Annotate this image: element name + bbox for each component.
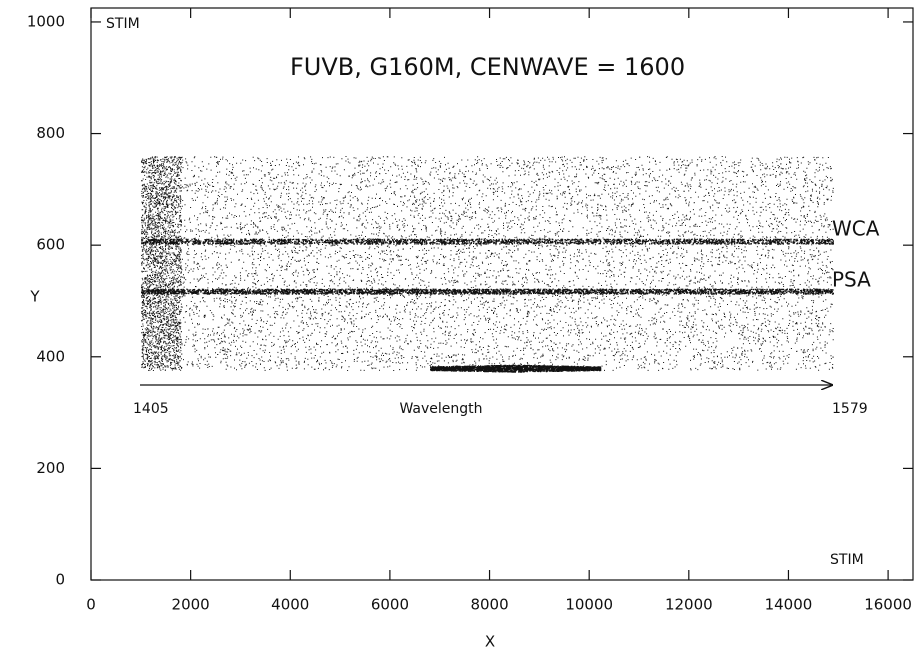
x-tick-label: 4000	[271, 596, 309, 614]
chart-title: FUVB, G160M, CENWAVE = 1600	[290, 53, 685, 81]
y-tick-label: 200	[36, 459, 65, 477]
y-tick-label: 1000	[27, 12, 65, 30]
stim-label: STIM	[830, 552, 864, 568]
wavelength-end: 1579	[832, 401, 868, 417]
x-tick-label: 0	[86, 596, 96, 614]
x-tick-label: 6000	[371, 596, 409, 614]
y-axis-label: Y	[29, 288, 40, 306]
x-tick-label: 14000	[765, 596, 813, 614]
x-tick-label: 12000	[665, 596, 713, 614]
y-tick-label: 800	[36, 124, 65, 142]
x-axis-label: X	[485, 633, 495, 651]
y-tick-label: 400	[36, 347, 65, 365]
wca-label: WCA	[832, 217, 880, 241]
wavelength-start: 1405	[133, 401, 169, 417]
detector-counts-texture	[141, 156, 834, 373]
x-tick-label: 10000	[565, 596, 613, 614]
detector-counts	[141, 156, 834, 373]
x-tick-label: 16000	[864, 596, 912, 614]
psa-label: PSA	[832, 268, 871, 292]
y-tick-label: 0	[55, 571, 65, 589]
x-tick-label: 8000	[470, 596, 508, 614]
stim-label: STIM	[106, 16, 140, 32]
wavelength-label: Wavelength	[399, 401, 482, 417]
y-tick-label: 600	[36, 236, 65, 254]
x-tick-label: 2000	[172, 596, 210, 614]
plot-frame	[90, 7, 914, 581]
